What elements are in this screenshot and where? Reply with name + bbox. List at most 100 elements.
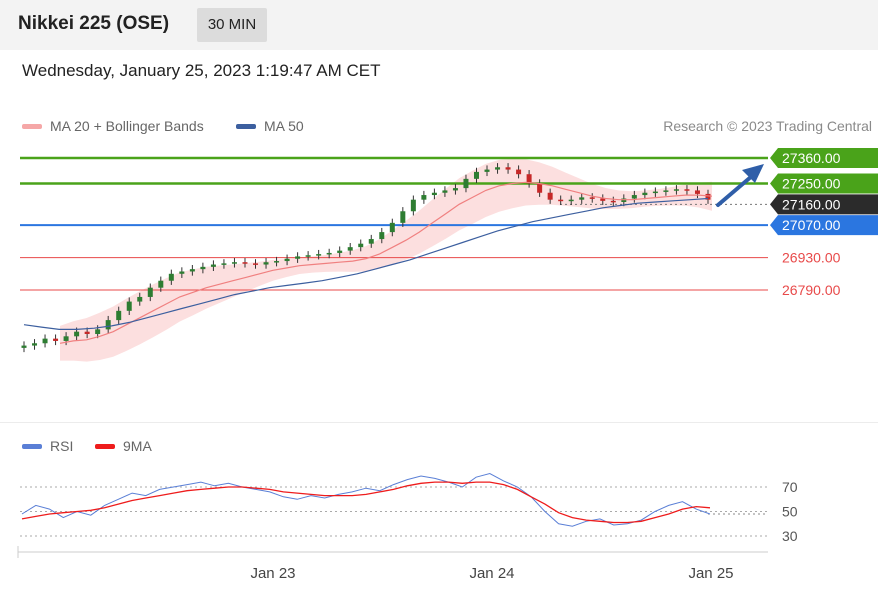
level-tag-label: 27160.00 — [782, 196, 841, 212]
legend-9ma: 9MA — [95, 438, 152, 454]
timeframe-button[interactable]: 30 MIN — [197, 8, 267, 42]
candle-body — [663, 190, 669, 192]
candle-body — [74, 331, 80, 337]
candle-body — [137, 296, 143, 302]
candle-body — [179, 271, 185, 274]
candle-body — [168, 273, 174, 281]
candle-body — [105, 320, 111, 330]
x-tick-label: Jan 23 — [250, 565, 295, 582]
candle-body — [389, 222, 395, 233]
candle-body — [368, 239, 374, 244]
candle-body — [579, 197, 585, 200]
candle-body — [116, 310, 122, 321]
candle-body — [484, 169, 490, 172]
candle-body — [231, 262, 237, 264]
candle-body — [495, 167, 501, 170]
ma20-swatch — [22, 123, 42, 129]
ma20-line — [59, 181, 713, 344]
candle-body — [505, 167, 511, 170]
rsi-label: RSI — [50, 438, 74, 454]
candle-body — [547, 192, 553, 200]
candle-body — [473, 171, 479, 179]
candle-body — [379, 232, 385, 240]
rsi-swatch — [22, 443, 42, 449]
legend-ma20: MA 20 + Bollinger Bands — [22, 118, 204, 134]
candle-body — [421, 195, 427, 200]
candle-body — [63, 336, 69, 341]
candle-body — [95, 329, 101, 334]
research-credit: Research © 2023 Trading Central — [663, 118, 872, 134]
candle-body — [295, 256, 301, 259]
candle-body — [210, 264, 216, 267]
x-tick-label: Jan 25 — [688, 565, 733, 582]
rsi-tick-label: 50 — [782, 504, 798, 520]
trend-arrow-head — [742, 164, 764, 183]
ma50-label: MA 50 — [264, 118, 304, 134]
legend-ma50: MA 50 — [236, 118, 304, 134]
candle-body — [284, 258, 290, 262]
candle-body — [337, 250, 343, 253]
candle-body — [516, 169, 522, 175]
ma50-swatch — [236, 123, 256, 129]
candle-body — [253, 263, 259, 265]
candle-body — [53, 338, 59, 341]
level-tag-last — [770, 194, 878, 215]
candle-body — [21, 345, 27, 348]
candle-body — [84, 331, 90, 334]
candle-body — [147, 287, 153, 297]
candle-body — [347, 247, 353, 251]
panel-divider — [0, 422, 878, 423]
candle-body — [442, 190, 448, 193]
rsi-series-9ma — [21, 481, 711, 524]
candle-body — [673, 189, 679, 191]
instrument-title: Nikkei 225 (OSE) — [18, 13, 170, 34]
rsi-series-rsi — [21, 472, 711, 527]
candle-body — [358, 243, 364, 248]
chart-header: Nikkei 225 (OSE) 30 MIN — [0, 0, 878, 50]
rsi-tick-label: 70 — [782, 479, 798, 495]
level-tag-pivot — [770, 215, 878, 236]
level-tag-label: 27250.00 — [782, 175, 841, 191]
candle-body — [221, 263, 227, 265]
candle-body — [200, 266, 206, 270]
candle-body — [705, 193, 711, 200]
candle-body — [600, 198, 606, 201]
candle-body — [32, 343, 38, 346]
bollinger-band — [60, 158, 712, 362]
candle-body — [326, 252, 332, 255]
support-label: 26790.00 — [782, 282, 841, 298]
ma20-label: MA 20 + Bollinger Bands — [50, 118, 204, 134]
candle-body — [158, 280, 164, 288]
level-tag-resistance — [770, 148, 878, 168]
candle-body — [694, 190, 700, 194]
candle-body — [242, 262, 248, 264]
support-label: 26930.00 — [782, 250, 841, 266]
candle-body — [652, 191, 658, 194]
candle-body — [610, 200, 616, 203]
candle-body — [274, 261, 280, 263]
candle-body — [537, 183, 543, 193]
legend-rsi: RSI — [22, 438, 73, 454]
candle-body — [263, 262, 269, 265]
candle-body — [126, 301, 132, 311]
candle-body — [42, 338, 48, 344]
candle-body — [410, 199, 416, 212]
9ma-label: 9MA — [123, 438, 152, 454]
candle-body — [400, 211, 406, 223]
candle-body — [558, 199, 564, 202]
9ma-swatch — [95, 443, 115, 449]
trend-arrow-shaft — [716, 174, 754, 207]
candle-body — [305, 255, 311, 257]
candle-body — [684, 189, 690, 191]
candle-body — [431, 192, 437, 196]
level-tag-resistance — [770, 173, 878, 194]
candle-body — [526, 174, 532, 184]
candle-body — [316, 254, 322, 256]
candle-body — [463, 178, 469, 189]
candle-body — [642, 192, 648, 196]
rsi-tick-label: 30 — [782, 528, 798, 544]
timestamp: Wednesday, January 25, 2023 1:19:47 AM C… — [22, 61, 381, 80]
candle-body — [568, 199, 574, 202]
candle-body — [452, 188, 458, 191]
candle-body — [189, 269, 195, 272]
